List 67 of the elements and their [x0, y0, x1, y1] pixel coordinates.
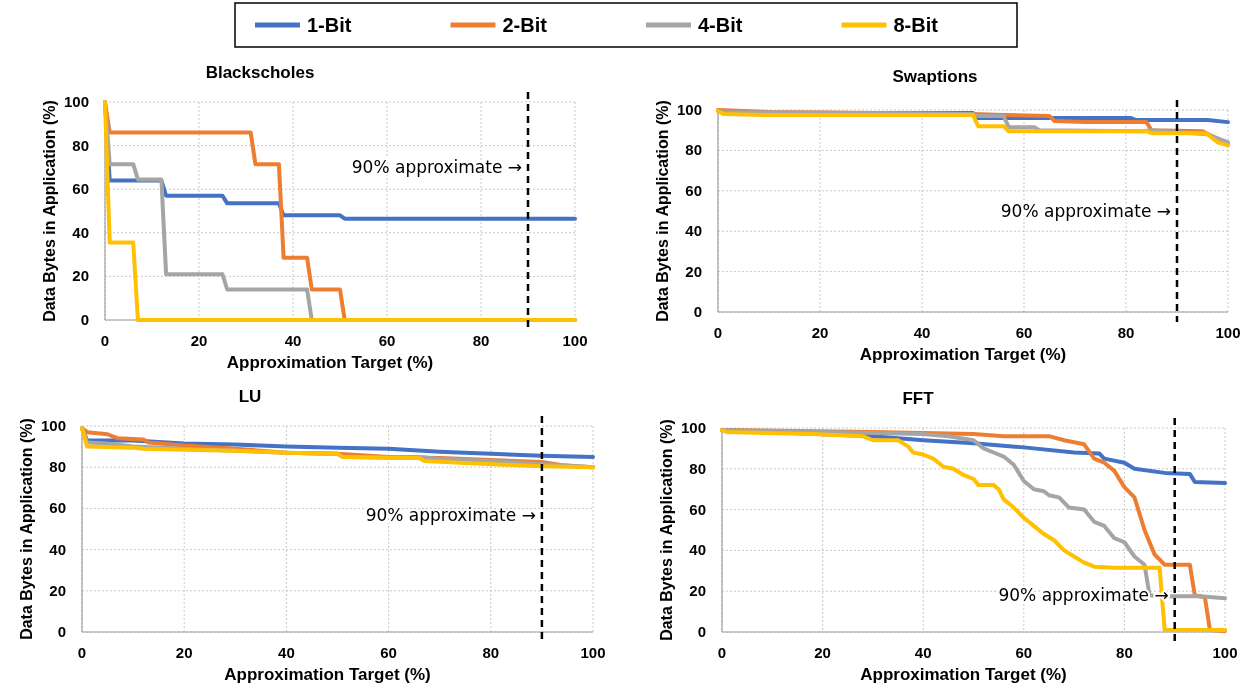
x-tick-label: 20	[811, 324, 829, 341]
x-tick-label: 80	[1116, 644, 1133, 661]
x-tick-label: 20	[814, 644, 831, 661]
legend-label: 1-Bit	[307, 14, 352, 36]
y-axis-title: Data Bytes in Application (%)	[658, 419, 675, 641]
y-tick-label: 100	[680, 419, 706, 436]
y-tick-label: 80	[685, 141, 702, 159]
x-tick-label: 80	[472, 332, 490, 349]
x-axis-title: Approximation Target (%)	[224, 665, 431, 684]
y-tick-label: 0	[697, 623, 706, 640]
x-tick-label: 20	[175, 644, 193, 661]
chart-title: Blackscholes	[205, 63, 315, 82]
y-tick-label: 60	[72, 180, 89, 198]
y-tick-label: 40	[689, 541, 706, 559]
x-tick-label: 60	[1015, 644, 1033, 661]
x-tick-label: 0	[100, 332, 110, 349]
line-series	[103, 100, 577, 322]
x-tick-label: 100	[580, 644, 606, 661]
x-tick-label: 0	[717, 644, 727, 661]
x-tick-label: 100	[1215, 324, 1241, 341]
x-tick-label: 60	[1015, 324, 1033, 341]
x-axis-title: Approximation Target (%)	[860, 665, 1067, 684]
y-tick-label: 20	[685, 262, 702, 280]
chart-title: LU	[238, 387, 262, 406]
x-tick-label: 40	[914, 644, 932, 661]
ref-line-label: 90% approximate →	[365, 504, 536, 525]
y-tick-label: 0	[693, 303, 702, 320]
x-tick-label: 40	[913, 324, 931, 341]
x-tick-label: 80	[482, 644, 500, 661]
y-tick-label: 100	[63, 93, 89, 110]
y-tick-label: 100	[40, 417, 66, 434]
y-tick-label: 20	[49, 581, 66, 599]
ref-line-label: 90% approximate →	[1000, 201, 1171, 221]
x-tick-label: 60	[380, 644, 397, 661]
y-tick-label: 40	[685, 222, 702, 240]
y-tick-label: 60	[49, 499, 66, 517]
x-tick-label: 100	[1212, 644, 1238, 661]
chart-title: FFT	[902, 389, 935, 408]
y-tick-label: 20	[72, 267, 89, 285]
y-tick-label: 60	[685, 181, 702, 199]
y-axis-title: Data Bytes in Application (%)	[654, 100, 671, 322]
x-tick-label: 100	[562, 332, 588, 349]
x-axis-title: Approximation Target (%)	[226, 353, 434, 372]
x-tick-label: 40	[284, 332, 302, 349]
y-tick-label: 40	[72, 223, 89, 241]
y-axis-title: Data Bytes in Application (%)	[18, 418, 35, 640]
y-tick-label: 80	[72, 136, 89, 154]
x-tick-label: 60	[378, 332, 396, 349]
legend-label: 2-Bit	[502, 14, 548, 36]
legend-label: 4-Bit	[698, 14, 743, 36]
x-tick-label: 80	[1117, 324, 1135, 341]
y-tick-label: 60	[689, 500, 706, 518]
x-tick-label: 40	[278, 644, 295, 661]
y-tick-label: 0	[80, 311, 89, 328]
y-axis-title: Data Bytes in Application (%)	[41, 100, 58, 322]
x-tick-label: 20	[190, 332, 208, 349]
y-tick-label: 80	[49, 458, 66, 476]
chart-title: Swaptions	[892, 67, 978, 86]
y-tick-label: 40	[49, 540, 66, 558]
y-tick-label: 20	[689, 582, 706, 600]
y-tick-label: 100	[676, 101, 702, 118]
x-tick-label: 0	[713, 324, 723, 341]
y-tick-label: 80	[689, 459, 706, 477]
x-axis-title: Approximation Target (%)	[859, 345, 1067, 364]
ref-line-label: 90% approximate →	[351, 157, 522, 178]
legend-label: 8-Bit	[893, 14, 939, 36]
y-tick-label: 0	[57, 623, 66, 640]
